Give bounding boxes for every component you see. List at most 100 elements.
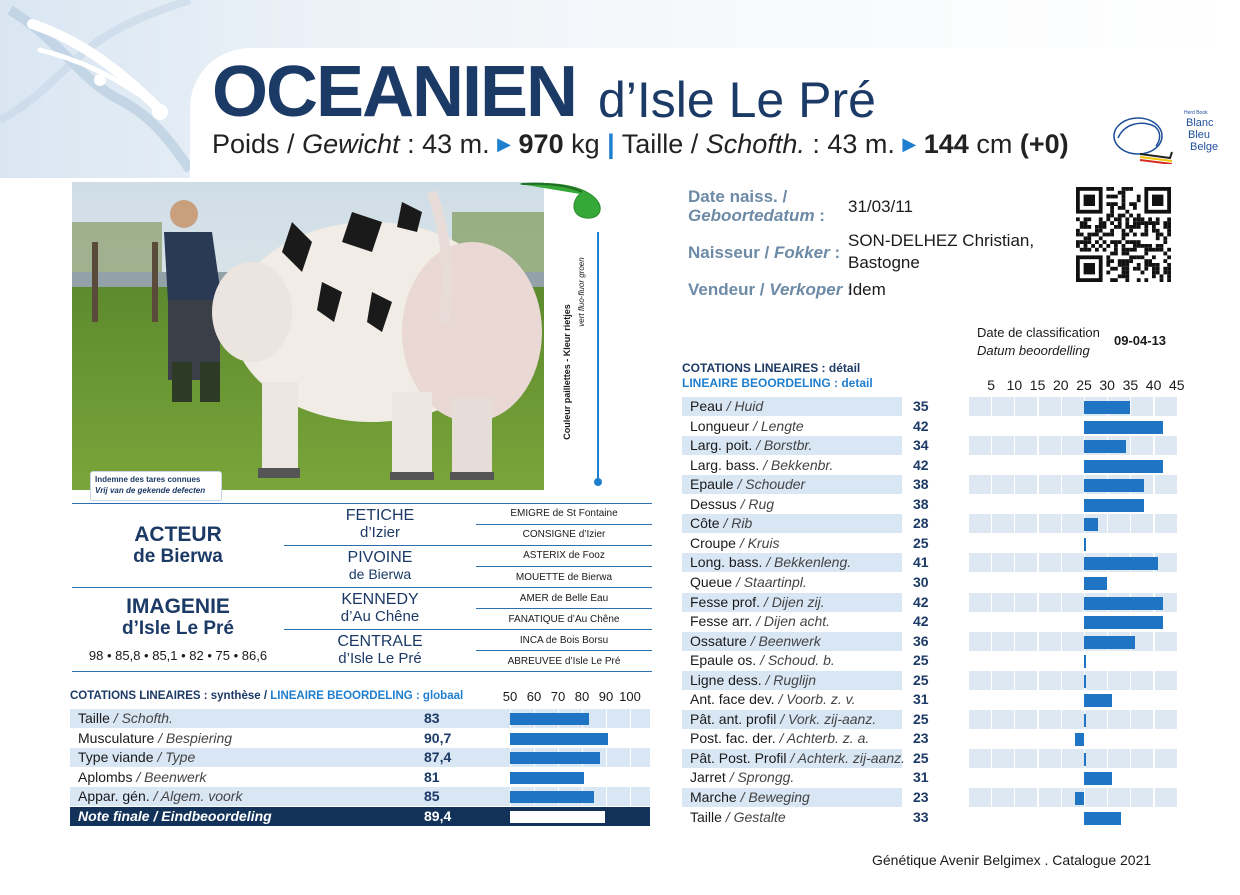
qr-module (1117, 213, 1122, 218)
detail-value: 31 (913, 691, 929, 708)
detail-grid-cell (969, 788, 991, 807)
seller-value: Idem (848, 280, 886, 299)
qr-module (1140, 255, 1145, 260)
qr-module (1144, 263, 1149, 267)
detail-scale-tick: 20 (1053, 377, 1069, 393)
qr-module (1133, 202, 1137, 206)
detail-bar (1084, 635, 1136, 649)
qr-module (1121, 236, 1126, 241)
detail-grid-cell (1154, 788, 1177, 807)
qr-module (1125, 209, 1130, 214)
qr-module (1102, 221, 1107, 225)
qr-module (1095, 247, 1099, 252)
synthesis-value: 85 (424, 788, 440, 805)
qr-module (1110, 213, 1114, 218)
detail-grid-cell (1085, 788, 1107, 807)
detail-grid-cell (1015, 748, 1038, 768)
detail-label: Peau / Huid (690, 398, 764, 414)
qr-code[interactable] (1076, 187, 1171, 282)
qr-module (1144, 228, 1149, 233)
synthesis-scale-tick: 60 (526, 689, 542, 704)
detail-grid-cell (1038, 592, 1061, 612)
svg-text:Blanc: Blanc (1186, 117, 1214, 129)
qr-module (1125, 263, 1130, 267)
qr-module (1102, 247, 1107, 252)
qr-module (1140, 244, 1145, 248)
qr-module (1114, 278, 1118, 282)
detail-grid-cell (1108, 670, 1131, 690)
detail-grid-cell (992, 436, 1015, 456)
detail-row: Taille / Gestalte 33 (682, 808, 1182, 827)
detail-label: Post. fac. der. / Achterb. z. a. (690, 730, 870, 747)
detail-value: 28 (913, 515, 929, 532)
qr-module (1152, 247, 1156, 252)
great-grandparent-name: ASTERIX de Fooz (523, 550, 605, 561)
detail-header: COTATIONS LINEAIRES : détail LINEAIRE BE… (682, 361, 873, 390)
detail-grid-cell (1038, 709, 1061, 729)
qr-module (1098, 236, 1103, 241)
qr-module (1098, 217, 1103, 222)
qr-module (1155, 221, 1160, 225)
qr-module (1136, 198, 1141, 203)
detail-label: Larg. poit. / Borstbr. (690, 437, 813, 454)
qr-module (1117, 263, 1122, 267)
detail-value: 25 (913, 710, 929, 727)
detail-grid-cell (1131, 670, 1154, 690)
detail-bar (1074, 733, 1084, 747)
detail-grid-cell (1154, 748, 1177, 768)
birth-date-value: 31/03/11 (848, 197, 913, 216)
qr-module (1121, 198, 1126, 203)
pedigree-divider (72, 503, 652, 504)
detail-label: Longueur / Lengte (690, 417, 804, 434)
qr-module (1159, 278, 1164, 282)
qr-module (1110, 194, 1114, 199)
qr-module (1114, 247, 1118, 252)
detail-grid-cell (1038, 631, 1061, 651)
height-value: 144 (923, 129, 969, 159)
detail-label-background (682, 709, 902, 729)
qr-module (1155, 217, 1160, 222)
qr-module (1167, 263, 1171, 267)
synthesis-gridline (630, 807, 631, 826)
great-grandparent-name: CONSIGNE d’Izier (522, 529, 606, 540)
qr-module (1133, 221, 1137, 225)
detail-grid-cell (1015, 592, 1038, 612)
detail-grid-cell (969, 631, 991, 651)
synthesis-bar (510, 771, 585, 784)
qr-module (1133, 225, 1137, 229)
detail-grid-cell (1038, 514, 1061, 534)
qr-module (1110, 221, 1114, 225)
detail-grid-cell (969, 748, 991, 768)
qr-module (1163, 240, 1168, 244)
qr-module (1163, 259, 1168, 263)
qr-module (1087, 247, 1092, 252)
detail-scale-tick: 35 (1122, 377, 1139, 393)
qr-module (1136, 244, 1141, 248)
qr-module (1140, 221, 1145, 225)
synthesis-label: Type viande / Type (78, 749, 196, 766)
detail-bar (1084, 518, 1098, 532)
bull-photo (72, 182, 544, 490)
qr-finder-core (1152, 194, 1164, 206)
qr-module (1144, 278, 1149, 282)
detail-row: Ligne dess. / Ruglijn 25 (682, 670, 1182, 690)
detail-grid-cell (1061, 670, 1084, 690)
qr-module (1140, 270, 1145, 275)
qr-module (1125, 221, 1130, 225)
qr-module (1083, 225, 1088, 229)
qr-module (1106, 244, 1111, 248)
qr-module (1167, 247, 1171, 252)
detail-grid-cell (1108, 709, 1131, 729)
detail-label-background (682, 631, 902, 651)
detail-value: 31 (913, 769, 929, 786)
straw-indicator-dot (594, 478, 602, 486)
pedigree-divider (476, 608, 652, 609)
qr-module (1163, 251, 1168, 256)
detail-row: Longueur / Lengte 42 (682, 417, 1182, 436)
qr-module (1155, 232, 1160, 237)
qr-module (1155, 244, 1160, 248)
pedigree-divider (476, 524, 652, 525)
detail-bar (1084, 596, 1163, 610)
sire-name: ACTEUR de Bierwa (133, 523, 223, 568)
detail-label: Ossature / Beenwerk (690, 632, 821, 649)
